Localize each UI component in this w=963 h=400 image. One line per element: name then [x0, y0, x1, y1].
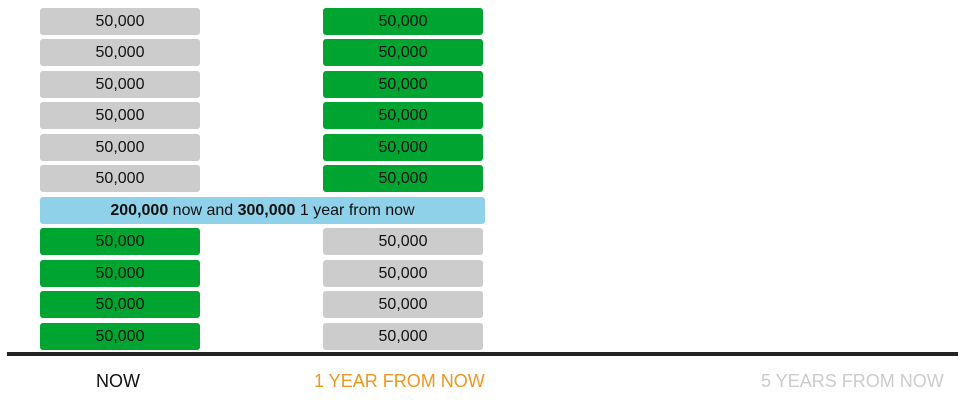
now-block: 50,000	[40, 39, 200, 66]
timeline-axis	[7, 352, 958, 356]
now-block: 50,000	[40, 323, 200, 350]
year-block: 50,000	[323, 228, 483, 255]
summary-amount-now: 200,000	[110, 201, 169, 219]
year-block: 50,000	[323, 102, 483, 129]
now-block: 50,000	[40, 165, 200, 192]
timeline-label-5-years[interactable]: 5 YEARS FROM NOW	[761, 370, 944, 391]
timeline-label-1-year[interactable]: 1 YEAR FROM NOW	[314, 370, 485, 391]
timeline-label-now[interactable]: NOW	[96, 370, 140, 391]
summary-bar: 200,000 now and 300,000 1 year from now	[40, 197, 485, 224]
summary-text-year: 1 year from now	[295, 201, 415, 219]
year-block: 50,000	[323, 8, 483, 35]
now-block: 50,000	[40, 8, 200, 35]
year-block: 50,000	[323, 291, 483, 318]
now-block: 50,000	[40, 134, 200, 161]
year-block: 50,000	[323, 71, 483, 98]
year-block: 50,000	[323, 323, 483, 350]
now-block: 50,000	[40, 291, 200, 318]
year-block: 50,000	[323, 165, 483, 192]
summary-amount-year: 300,000	[237, 201, 296, 219]
year-block: 50,000	[323, 134, 483, 161]
now-block: 50,000	[40, 102, 200, 129]
now-block: 50,000	[40, 71, 200, 98]
year-block: 50,000	[323, 39, 483, 66]
summary-text-now: now and	[168, 201, 238, 219]
year-block: 50,000	[323, 260, 483, 287]
now-block: 50,000	[40, 228, 200, 255]
now-block: 50,000	[40, 260, 200, 287]
